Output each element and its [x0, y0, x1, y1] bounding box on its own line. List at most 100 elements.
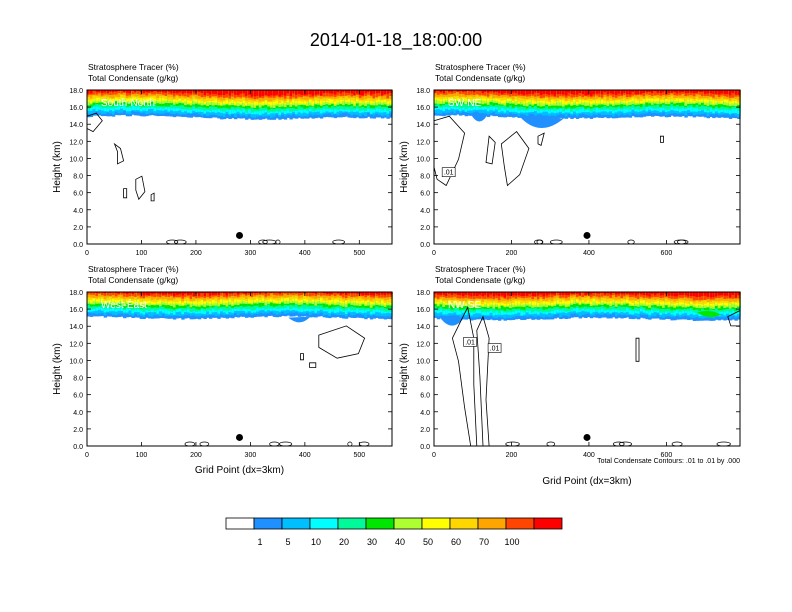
- heatmap-cell: [342, 90, 346, 96]
- panel-header-title: Stratosphere Tracer (%): [88, 62, 179, 72]
- heatmap-cell: [670, 292, 674, 296]
- y-tick-label: 12.0: [416, 139, 430, 146]
- heatmap-cell: [114, 90, 119, 95]
- heatmap-cell: [456, 292, 460, 299]
- heatmap-cell: [509, 90, 513, 95]
- heatmap-cell: [128, 292, 132, 294]
- heatmap-cell: [631, 90, 635, 96]
- heatmap-cell: [614, 292, 619, 295]
- heatmap-cell: [328, 90, 332, 97]
- heatmap-cell: [117, 90, 121, 94]
- heatmap-cell: [156, 292, 160, 297]
- heatmap-cell: [186, 90, 191, 97]
- heatmap-cell: [367, 292, 371, 295]
- heatmap-cell: [209, 90, 213, 95]
- panel-header-title: Stratosphere Tracer (%): [88, 264, 179, 274]
- tracer-heatmap: [87, 90, 393, 120]
- heatmap-cell: [542, 90, 546, 94]
- heatmap-cell: [333, 90, 338, 95]
- heatmap-cell: [378, 90, 382, 94]
- heatmap-cell: [592, 292, 596, 297]
- heatmap-cell: [380, 292, 385, 298]
- heatmap-cell: [222, 292, 227, 297]
- heatmap-cell: [98, 292, 102, 298]
- y-tick-label: 14.0: [69, 122, 83, 129]
- y-tick-label: 4.0: [73, 410, 83, 417]
- heatmap-cell: [706, 90, 710, 94]
- heatmap-cell: [606, 90, 610, 95]
- heatmap-cell: [701, 90, 705, 93]
- panel-header-subtitle: Total Condensate (g/kg): [435, 73, 525, 83]
- heatmap-cell: [481, 90, 485, 94]
- heatmap-cell: [573, 90, 577, 95]
- heatmap-cell: [634, 90, 638, 95]
- heatmap-cell: [342, 292, 346, 294]
- heatmap-cell: [386, 292, 390, 295]
- heatmap-cell: [211, 292, 216, 295]
- heatmap-cell: [239, 292, 243, 295]
- heatmap-cell: [350, 292, 354, 298]
- heatmap-cell: [156, 90, 160, 93]
- tracer-heatmap: [87, 292, 393, 320]
- heatmap-cell: [314, 292, 318, 294]
- heatmap-cell: [261, 292, 266, 295]
- heatmap-cell: [726, 292, 730, 296]
- heatmap-cell: [150, 90, 155, 95]
- heatmap-cell: [281, 292, 285, 296]
- heatmap-cell: [253, 292, 257, 296]
- condensate-contours: [184, 325, 370, 447]
- contour-line: [660, 135, 664, 143]
- heatmap-cell: [319, 90, 324, 96]
- heatmap-cell: [553, 292, 557, 295]
- x-tick-label: 500: [353, 250, 365, 257]
- heatmap-cell: [623, 292, 627, 295]
- x-tick-label: 600: [661, 250, 673, 257]
- heatmap-cell: [145, 90, 149, 93]
- heatmap-cell: [534, 90, 538, 97]
- heatmap-cell: [731, 90, 736, 93]
- heatmap-cell: [92, 292, 96, 299]
- heatmap-cell: [598, 90, 602, 94]
- heatmap-cell: [464, 90, 468, 96]
- heatmap-cell: [114, 292, 119, 297]
- heatmap-cell: [181, 292, 185, 296]
- heatmap-cell: [620, 90, 624, 95]
- heatmap-cell: [550, 90, 555, 95]
- heatmap-cell: [712, 292, 716, 298]
- heatmap-cell: [153, 90, 157, 95]
- heatmap-cell: [353, 292, 357, 297]
- heatmap-cell: [369, 90, 374, 95]
- heatmap-cell: [459, 90, 463, 92]
- panel-label: South-North: [101, 98, 155, 109]
- heatmap-cell: [536, 292, 541, 300]
- heatmap-cell: [128, 292, 132, 297]
- heatmap-cell: [497, 90, 502, 94]
- x-tick-label: 400: [299, 250, 311, 257]
- heatmap-cell: [261, 90, 266, 96]
- heatmap-cell: [578, 90, 583, 93]
- heatmap-cell: [159, 90, 163, 92]
- y-tick-label: 2.0: [420, 225, 430, 232]
- heatmap-cell: [517, 292, 521, 296]
- heatmap-cell: [528, 292, 532, 298]
- heatmap-cell: [567, 90, 571, 93]
- heatmap-cell: [253, 90, 257, 97]
- heatmap-cell: [478, 90, 482, 96]
- heatmap-cell: [142, 90, 146, 93]
- heatmap-cell: [267, 90, 271, 96]
- heatmap-cell: [214, 90, 218, 94]
- heatmap-cell: [439, 90, 443, 93]
- plot-frame: [433, 89, 741, 245]
- heatmap-cell: [306, 292, 310, 296]
- heatmap-cell: [514, 90, 519, 94]
- y-tick-label: 16.0: [416, 105, 430, 112]
- heatmap-cell: [386, 292, 390, 298]
- heatmap-cell: [575, 292, 580, 294]
- heatmap-cell: [184, 292, 188, 297]
- heatmap-cell: [436, 292, 441, 295]
- y-tick-label: 6.0: [73, 393, 83, 400]
- heatmap-cell: [484, 292, 488, 299]
- heatmap-cell: [386, 90, 390, 99]
- heatmap-cell: [306, 90, 310, 95]
- x-tick-label: 300: [245, 452, 257, 459]
